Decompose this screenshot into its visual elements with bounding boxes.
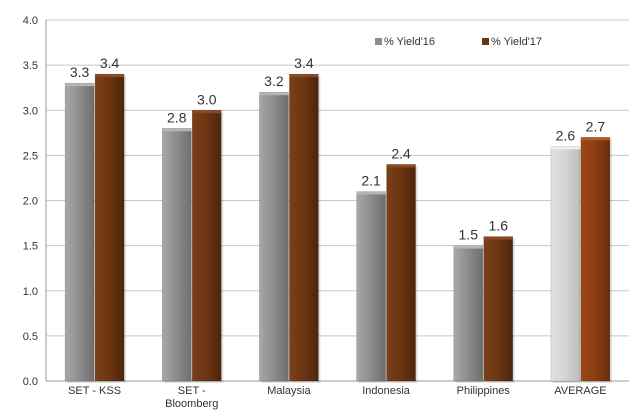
data-label: 1.6 — [489, 218, 509, 234]
y-tick-label: 3.0 — [23, 105, 38, 117]
bar-cap — [386, 164, 416, 168]
data-label: 3.3 — [70, 64, 90, 80]
bar-cap — [259, 92, 289, 96]
x-tick-label: Malaysia — [267, 385, 311, 397]
data-label: 2.8 — [167, 109, 187, 125]
bar-yield17 — [580, 137, 611, 382]
x-tick-label: SET - KSS — [68, 385, 121, 397]
bar-yield17 — [94, 73, 125, 382]
bar-cap — [162, 128, 192, 132]
data-label: 2.4 — [391, 145, 411, 161]
y-axis: 0.0 0.5 1.0 1.5 2.0 2.5 3.0 3.5 4.0 — [23, 15, 47, 388]
y-tick-label: 2.5 — [23, 150, 38, 162]
bar-cap — [289, 74, 319, 78]
y-tick-label: 2.0 — [23, 196, 38, 208]
gridlines — [46, 19, 629, 382]
bar-yield16 — [453, 245, 483, 382]
legend-swatch — [375, 38, 382, 45]
data-label: 3.0 — [197, 91, 217, 107]
data-label: 3.4 — [294, 55, 314, 71]
bar-yield17 — [192, 110, 222, 382]
bar-cap — [95, 74, 125, 78]
bar-yield16 — [259, 91, 289, 382]
bar-yield16 — [356, 191, 386, 382]
bar-yield17 — [483, 236, 513, 382]
x-tick-label: Indonesia — [362, 385, 411, 397]
bar-yield17 — [289, 73, 319, 382]
y-tick-label: 3.5 — [23, 60, 38, 72]
bar-yield16 — [64, 82, 95, 382]
y-tick-label: 0.5 — [23, 331, 38, 343]
bar-yield16 — [550, 146, 581, 382]
y-tick-label: 1.5 — [23, 241, 38, 253]
bar-cap — [550, 146, 580, 150]
y-tick-label: 0.0 — [23, 376, 38, 388]
y-tick-label: 4.0 — [23, 15, 38, 27]
bar-yield17 — [386, 164, 416, 382]
bar-yield16 — [162, 128, 192, 382]
y-tick-label: 1.0 — [23, 286, 38, 298]
bar-cap — [65, 83, 95, 87]
x-tick-label: SET - — [178, 385, 206, 397]
data-label: 1.5 — [459, 227, 479, 243]
legend-label: % Yield'16 — [384, 36, 435, 48]
x-axis: SET - KSS SET -Bloomberg Malaysia Indonesia… — [68, 385, 607, 410]
bar-cap — [356, 191, 386, 195]
legend: % Yield'16 % Yield'17 — [375, 36, 542, 48]
x-tick-label: AVERAGE — [554, 385, 606, 397]
data-label: 3.2 — [264, 73, 284, 89]
legend-label: % Yield'17 — [491, 36, 542, 48]
data-labels: 3.3 2.8 3.2 2.1 1.5 2.6 3.4 3.0 3.4 2.4 1.6 2.7 — [70, 55, 606, 242]
bars — [64, 73, 612, 384]
bar-cap — [192, 110, 222, 114]
bar-cap — [483, 236, 513, 240]
data-label: 2.6 — [556, 127, 576, 143]
data-label: 2.1 — [361, 172, 381, 188]
bar-cap — [580, 137, 610, 141]
data-label: 3.4 — [100, 55, 120, 71]
legend-swatch — [482, 38, 489, 45]
x-tick-label: Bloomberg — [165, 398, 218, 410]
data-label: 2.7 — [586, 118, 606, 134]
bar-cap — [453, 245, 483, 249]
x-tick-label: Philippines — [457, 385, 511, 397]
